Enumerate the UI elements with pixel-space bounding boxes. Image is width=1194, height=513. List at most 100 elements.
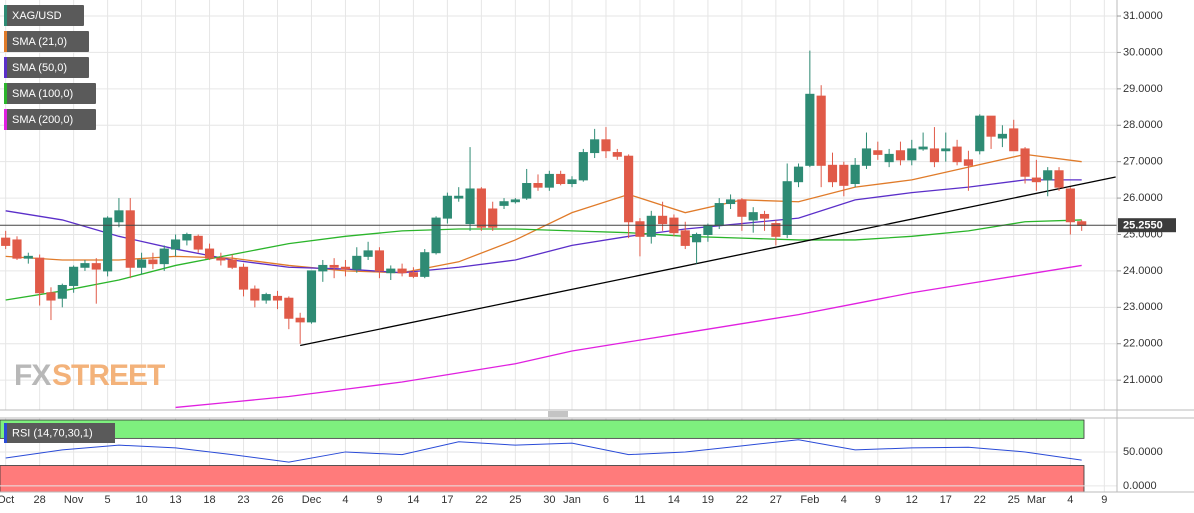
x-tick-label: 19 [702,494,714,506]
y-tick-label: 30.0000 [1123,46,1163,58]
price-panel [0,50,1117,409]
legend-label: RSI (14,70,30,1) [12,427,93,439]
candle-body [465,188,475,225]
candle-body [137,259,147,268]
last-price-box [1118,218,1176,233]
watermark-suffix: STREET [52,359,165,392]
legend-label: SMA (21,0) [12,36,67,48]
x-tick-label: Mar [1027,494,1046,506]
candle-body [420,252,430,277]
resize-handle[interactable] [548,411,568,417]
candle-body [227,259,237,268]
candle-body [499,201,509,206]
legend-swatch [4,5,7,26]
candle-body [295,317,305,323]
legend-swatch [4,109,7,130]
candle-body [306,270,317,323]
moving-average [5,153,1082,274]
y-tick-label: 23.0000 [1123,301,1163,313]
candle-body [646,215,656,237]
x-tick-label: 4 [841,494,847,506]
overlay: 25.2550 XAG/USD SMA (21,0) SMA (50,0) SMA (1… [4,5,1176,233]
x-tick-label: 17 [441,494,453,506]
candle-body [488,208,498,228]
x-tick-label: 6 [603,494,609,506]
candle-body [658,215,668,225]
candle-body [374,250,385,272]
legend-box [4,109,96,130]
candle-body [46,292,56,301]
candle-body [612,152,622,157]
candle-body [442,195,452,219]
candle-body [261,294,271,301]
x-tick-label: 23 [237,494,249,506]
moving-average [175,264,1082,409]
x-tick-label: 28 [34,494,46,506]
legend-swatch [4,57,7,78]
candle-body [737,199,747,217]
candle-body [771,223,781,237]
x-tick-label: 9 [1101,494,1107,506]
candle-body [975,115,985,152]
candle-body [476,188,486,228]
y-tick-label: 22.0000 [1123,338,1163,350]
moving-average [5,219,1082,301]
candle-body [114,210,124,223]
candle-body [725,199,736,205]
candle-body [759,213,770,219]
candle-body [884,153,894,163]
candle-body [159,248,169,265]
candle-body [431,217,441,254]
candle-body [103,217,113,272]
x-tick-label: 4 [1067,494,1073,506]
y-tick-label: 0.0000 [1123,480,1157,492]
legend-item: SMA (100,0) [4,83,96,104]
candle-body [193,235,203,250]
y-tick-label: 21.0000 [1123,374,1163,386]
candle-body [861,148,872,166]
y-tick-label: 27.0000 [1123,156,1163,168]
y-tick-label: 26.0000 [1123,192,1163,204]
candle-body [782,181,792,235]
x-tick-label: 13 [169,494,181,506]
candle-body [635,221,645,237]
legend-box [4,423,115,443]
candle-body [827,164,838,183]
candle-body [1,237,11,246]
x-tick-label: 30 [543,494,555,506]
x-tick-label: 14 [668,494,680,506]
candle-body [952,146,962,163]
legend-box [4,31,89,52]
x-tick-label: Jan [563,494,581,506]
candle-body [816,95,826,166]
candle-body [272,295,283,301]
candle-body [895,150,906,161]
legend-item: SMA (200,0) [4,109,96,130]
legend-label: XAG/USD [12,10,62,22]
candle-body [793,166,804,183]
candle-body [182,233,192,241]
candle-body [216,257,226,261]
y-tick-label: 50.0000 [1123,446,1163,458]
candle-body [963,159,973,166]
rsi-line [5,439,1082,463]
candle-body [997,133,1007,139]
candle-body [1020,148,1030,177]
x-tick-label: 27 [770,494,782,506]
candle-body [284,297,294,319]
y-tick-label: 29.0000 [1123,83,1163,95]
candle-body [12,239,22,259]
x-tick-label: 10 [135,494,147,506]
candle-body [703,224,713,235]
candle-body [397,268,407,274]
x-tick-label: 25 [509,494,521,506]
legend-box [4,5,84,26]
legend-box [4,57,89,78]
candle-body [1054,170,1064,188]
legend-swatch [4,83,7,104]
candle-body [544,173,554,188]
x-tick-label: Dec [302,494,322,506]
x-tick-label: Feb [800,494,819,506]
x-tick-label: 9 [376,494,382,506]
last-price-label: 25.2550 [1123,220,1163,232]
